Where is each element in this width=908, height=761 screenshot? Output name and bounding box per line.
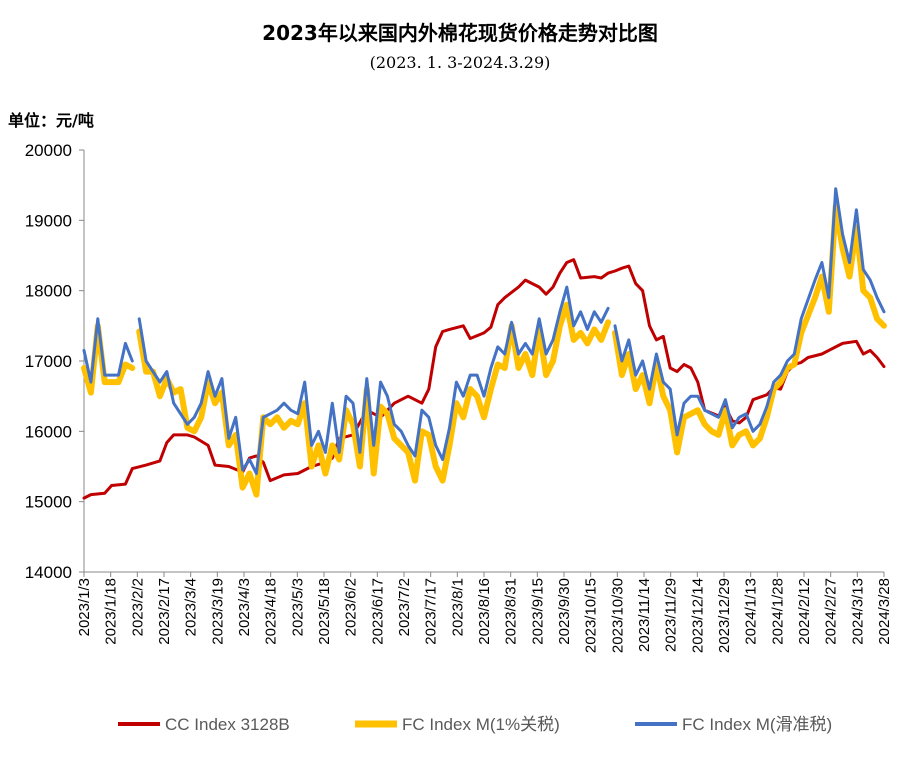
x-tick-label: 2023/1/3	[76, 578, 93, 636]
series-line-1	[82, 258, 886, 500]
x-tick-label: 2023/8/1	[449, 578, 466, 636]
x-tick-label: 2024/3/13	[849, 578, 866, 645]
y-tick-label: 18000	[25, 282, 72, 301]
x-tick-label: 2023/4/18	[263, 578, 280, 645]
legend-label-2: FC Index M(1%关税)	[402, 715, 560, 734]
y-tick-label: 19000	[25, 211, 72, 230]
x-tick-label: 2023/3/4	[183, 578, 200, 636]
unit-label: 单位：元/吨	[8, 111, 94, 130]
y-tick-label: 17000	[25, 352, 72, 371]
x-tick-label: 2023/8/31	[503, 578, 520, 645]
x-axis: 2023/1/3 2023/1/18 2023/2/2 2023/2/17 2023/3…	[76, 571, 893, 653]
x-tick-label: 2023/12/29	[716, 578, 733, 653]
y-tick-label: 16000	[25, 422, 72, 441]
x-tick-label: 2023/6/17	[369, 578, 386, 645]
x-tick-label: 2023/9/30	[556, 578, 573, 645]
x-tick-label: 2023/2/2	[129, 578, 146, 636]
x-tick-label: 2023/7/17	[423, 578, 440, 645]
y-tick-label: 14000	[25, 563, 72, 582]
legend: CC Index 3128B FC Index M(1%关税) FC Index M…	[118, 715, 832, 734]
x-tick-label: 2023/9/15	[529, 578, 546, 645]
series-layer	[81, 187, 887, 500]
x-tick-label: 2023/2/17	[156, 578, 173, 645]
series-line-2	[81, 203, 887, 498]
x-tick-label: 2023/8/16	[476, 578, 493, 645]
x-tick-label: 2023/11/29	[663, 578, 680, 652]
x-tick-label: 2023/11/14	[636, 578, 653, 652]
x-tick-label: 2023/5/18	[316, 578, 333, 645]
legend-label-1: CC Index 3128B	[165, 715, 290, 734]
x-tick-label: 2023/1/18	[103, 578, 120, 645]
x-tick-label: 2023/10/15	[583, 578, 600, 653]
x-tick-label: 2023/12/14	[689, 578, 706, 653]
series-line-3	[82, 187, 886, 475]
x-tick-label: 2024/2/12	[796, 578, 813, 645]
y-tick-label: 15000	[25, 493, 72, 512]
legend-label-3: FC Index M(滑准税)	[682, 715, 832, 734]
y-axis: 20000 19000 18000 17000 16000 15000 14000	[25, 141, 85, 582]
x-tick-label: 2023/6/2	[343, 578, 360, 636]
x-tick-label: 2024/2/27	[823, 578, 840, 645]
x-tick-label: 2023/5/3	[289, 578, 306, 636]
y-tick-label: 20000	[25, 141, 72, 160]
x-tick-label: 2023/7/2	[396, 578, 413, 636]
x-tick-label: 2023/4/3	[236, 578, 253, 636]
x-tick-label: 2024/1/13	[743, 578, 760, 645]
chart-subtitle: (2023. 1. 3-2024.3.29)	[370, 53, 551, 72]
x-tick-label: 2024/3/28	[876, 578, 893, 645]
x-tick-label: 2023/3/19	[209, 578, 226, 645]
chart-title: 2023年以来国内外棉花现货价格走势对比图	[262, 21, 658, 45]
x-tick-label: 2024/1/28	[769, 578, 786, 645]
x-tick-label: 2023/10/30	[609, 578, 626, 653]
